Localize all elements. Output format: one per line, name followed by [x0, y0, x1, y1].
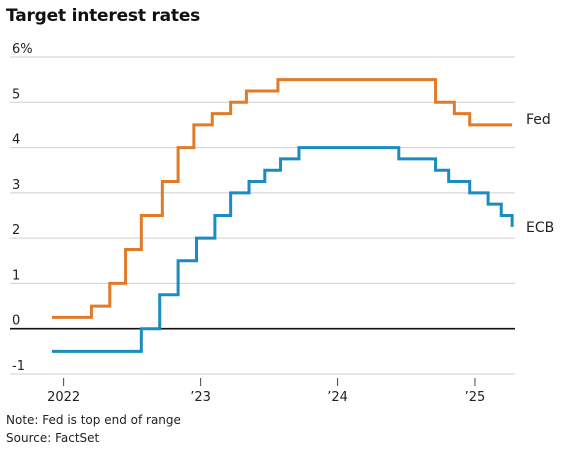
- x-tick-label: ’23: [190, 390, 211, 405]
- chart-note: Note: Fed is top end of range: [6, 413, 181, 427]
- y-axis: 6% 5 4 3 2 1 0 -1: [12, 42, 33, 374]
- series-layer: [52, 78, 514, 353]
- chart-source: Source: FactSet: [6, 431, 100, 445]
- x-tick-label: 2022: [47, 390, 80, 405]
- series-label-fed: Fed: [526, 112, 551, 128]
- series-line-ecb: [52, 146, 514, 353]
- y-tick-label: 4: [12, 133, 20, 148]
- y-tick-label: 1: [12, 268, 20, 283]
- chart-title: Target interest rates: [6, 6, 201, 26]
- y-tick-label: 3: [12, 178, 20, 193]
- y-tick-label: -1: [12, 359, 25, 374]
- x-tick-label: ’24: [327, 390, 348, 405]
- y-tick-label: 5: [12, 87, 20, 102]
- series-line-fed: [52, 78, 513, 319]
- y-tick-label: 6%: [12, 42, 33, 57]
- series-labels: Fed ECB: [526, 112, 554, 236]
- y-tick-label: 0: [12, 314, 20, 329]
- grid-layer: [10, 56, 515, 375]
- y-tick-label: 2: [12, 223, 20, 238]
- x-tick-label: ’25: [465, 390, 486, 405]
- series-label-ecb: ECB: [526, 220, 554, 236]
- x-axis: 2022 ’23 ’24 ’25: [47, 378, 485, 405]
